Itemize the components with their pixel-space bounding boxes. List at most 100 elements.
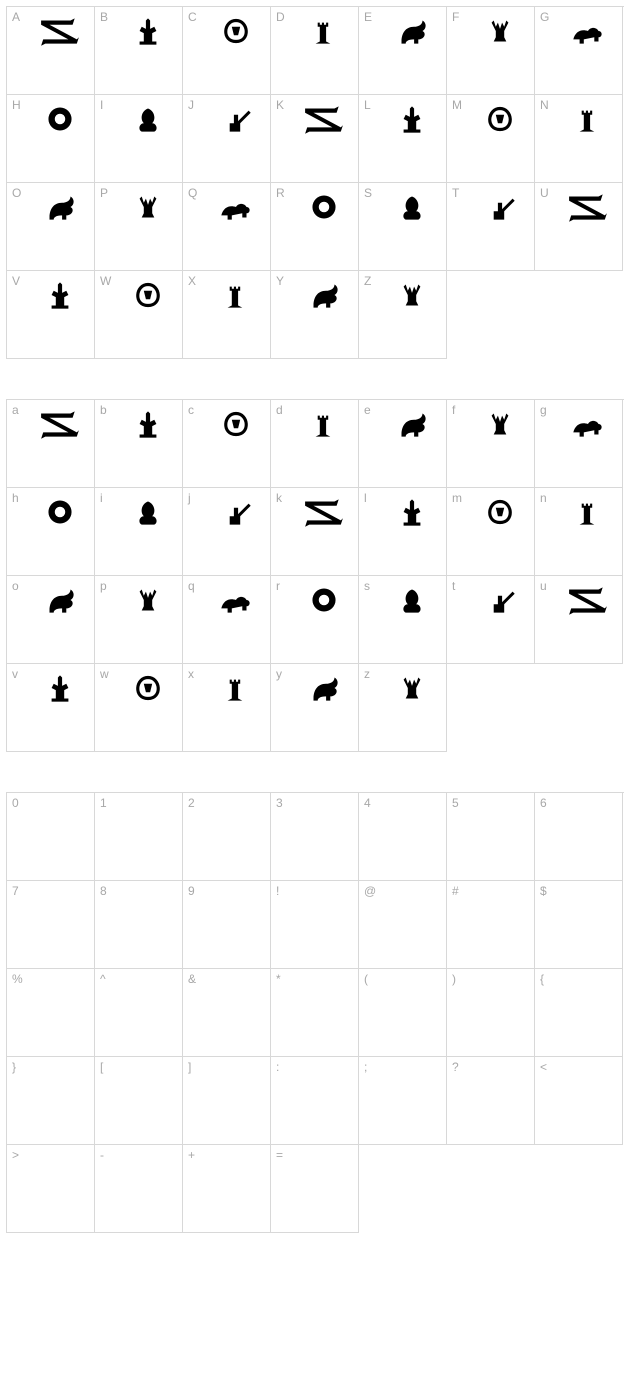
glyph-cell[interactable]: M	[447, 95, 535, 183]
glyph-icon	[35, 279, 85, 311]
glyph-cell[interactable]: e	[359, 400, 447, 488]
glyph-cell[interactable]: =	[271, 1145, 359, 1233]
glyph-cell[interactable]: $	[535, 881, 623, 969]
glyph-cell[interactable]: j	[183, 488, 271, 576]
char-label: #	[452, 884, 459, 898]
glyph-cell[interactable]: h	[7, 488, 95, 576]
glyph-cell[interactable]: (	[359, 969, 447, 1057]
glyph-cell[interactable]: 7	[7, 881, 95, 969]
glyph-cell[interactable]: ^	[95, 969, 183, 1057]
glyph-cell[interactable]: n	[535, 488, 623, 576]
glyph-cell[interactable]: P	[95, 183, 183, 271]
glyph-cell[interactable]: q	[183, 576, 271, 664]
glyph-cell[interactable]: Q	[183, 183, 271, 271]
glyph-cell[interactable]: J	[183, 95, 271, 183]
glyph-cell[interactable]: 4	[359, 793, 447, 881]
glyph-cell[interactable]: >	[7, 1145, 95, 1233]
glyph-cell[interactable]: m	[447, 488, 535, 576]
glyph-cell[interactable]: H	[7, 95, 95, 183]
glyph-cell[interactable]: 2	[183, 793, 271, 881]
glyph-icon	[35, 584, 85, 616]
glyph-cell[interactable]: V	[7, 271, 95, 359]
glyph-cell[interactable]: 9	[183, 881, 271, 969]
glyph-cell[interactable]: 1	[95, 793, 183, 881]
char-label: w	[100, 667, 109, 681]
glyph-icon	[211, 584, 261, 616]
glyph-cell[interactable]: #	[447, 881, 535, 969]
glyph-cell[interactable]: @	[359, 881, 447, 969]
glyph-cell[interactable]: c	[183, 400, 271, 488]
glyph-cell[interactable]: Y	[271, 271, 359, 359]
glyph-cell[interactable]: R	[271, 183, 359, 271]
empty-cell	[535, 271, 623, 359]
glyph-cell[interactable]: T	[447, 183, 535, 271]
glyph-cell[interactable]: )	[447, 969, 535, 1057]
glyph-cell[interactable]: G	[535, 7, 623, 95]
glyph-cell[interactable]: ;	[359, 1057, 447, 1145]
glyph-cell[interactable]: *	[271, 969, 359, 1057]
glyph-cell[interactable]: K	[271, 95, 359, 183]
glyph-cell[interactable]: D	[271, 7, 359, 95]
empty-cell	[447, 664, 535, 752]
char-label: N	[540, 98, 549, 112]
char-label: H	[12, 98, 21, 112]
glyph-cell[interactable]: {	[535, 969, 623, 1057]
glyph-cell[interactable]: u	[535, 576, 623, 664]
glyph-cell[interactable]: S	[359, 183, 447, 271]
glyph-cell[interactable]: Z	[359, 271, 447, 359]
glyph-cell[interactable]: :	[271, 1057, 359, 1145]
glyph-cell[interactable]: x	[183, 664, 271, 752]
glyph-cell[interactable]: &	[183, 969, 271, 1057]
glyph-cell[interactable]: I	[95, 95, 183, 183]
glyph-cell[interactable]: U	[535, 183, 623, 271]
char-label: 9	[188, 884, 195, 898]
glyph-cell[interactable]: !	[271, 881, 359, 969]
glyph-cell[interactable]: O	[7, 183, 95, 271]
glyph-cell[interactable]: 5	[447, 793, 535, 881]
glyph-cell[interactable]: C	[183, 7, 271, 95]
glyph-cell[interactable]: 3	[271, 793, 359, 881]
glyph-cell[interactable]: p	[95, 576, 183, 664]
glyph-cell[interactable]: y	[271, 664, 359, 752]
glyph-icon	[563, 496, 613, 528]
glyph-cell[interactable]: a	[7, 400, 95, 488]
glyph-cell[interactable]: g	[535, 400, 623, 488]
glyph-cell[interactable]: ?	[447, 1057, 535, 1145]
glyph-cell[interactable]: +	[183, 1145, 271, 1233]
glyph-cell[interactable]: 6	[535, 793, 623, 881]
glyph-cell[interactable]: }	[7, 1057, 95, 1145]
glyph-cell[interactable]: L	[359, 95, 447, 183]
glyph-cell[interactable]: [	[95, 1057, 183, 1145]
glyph-cell[interactable]: r	[271, 576, 359, 664]
glyph-cell[interactable]: <	[535, 1057, 623, 1145]
glyph-cell[interactable]: w	[95, 664, 183, 752]
glyph-cell[interactable]: N	[535, 95, 623, 183]
glyph-cell[interactable]: b	[95, 400, 183, 488]
glyph-cell[interactable]: X	[183, 271, 271, 359]
glyph-icon	[563, 408, 613, 440]
glyph-cell[interactable]: f	[447, 400, 535, 488]
glyph-cell[interactable]: -	[95, 1145, 183, 1233]
glyph-cell[interactable]: d	[271, 400, 359, 488]
glyph-cell[interactable]: k	[271, 488, 359, 576]
glyph-cell[interactable]: i	[95, 488, 183, 576]
glyph-cell[interactable]: B	[95, 7, 183, 95]
char-label: L	[364, 98, 371, 112]
glyph-cell[interactable]: t	[447, 576, 535, 664]
glyph-cell[interactable]: A	[7, 7, 95, 95]
glyph-cell[interactable]: %	[7, 969, 95, 1057]
glyph-cell[interactable]: o	[7, 576, 95, 664]
glyph-cell[interactable]: E	[359, 7, 447, 95]
glyph-cell[interactable]: ]	[183, 1057, 271, 1145]
glyph-cell[interactable]: s	[359, 576, 447, 664]
glyph-cell[interactable]: l	[359, 488, 447, 576]
glyph-cell[interactable]: W	[95, 271, 183, 359]
glyph-cell[interactable]: v	[7, 664, 95, 752]
glyph-cell[interactable]: z	[359, 664, 447, 752]
glyph-icon	[299, 408, 349, 440]
glyph-icon	[475, 15, 525, 47]
glyph-cell[interactable]: F	[447, 7, 535, 95]
char-label: m	[452, 491, 462, 505]
glyph-cell[interactable]: 8	[95, 881, 183, 969]
glyph-cell[interactable]: 0	[7, 793, 95, 881]
